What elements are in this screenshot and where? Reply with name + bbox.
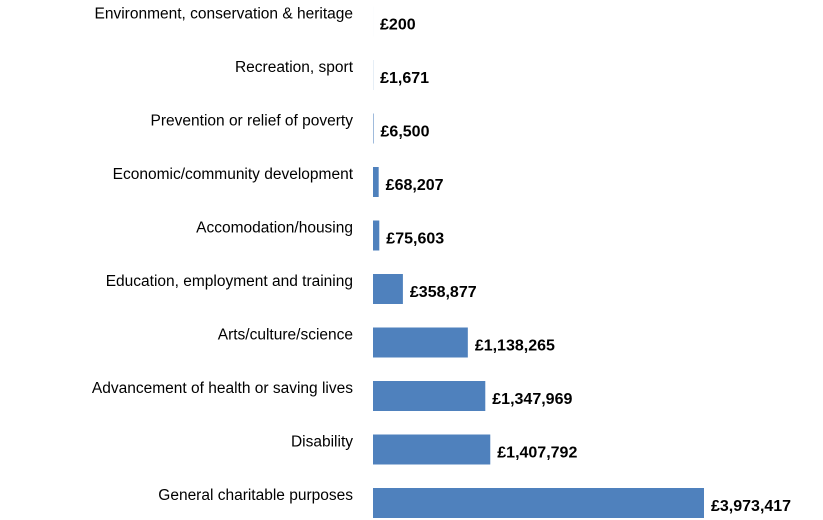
value-label: £358,877 [410,284,477,301]
bar [373,488,704,518]
value-label: £3,973,417 [711,498,791,515]
bar [373,113,374,144]
value-label: £1,671 [380,70,429,87]
category-label: Advancement of health or saving lives [92,380,353,397]
value-label: £200 [380,17,416,34]
category-label: Arts/culture/science [218,327,353,344]
category-label: Disability [291,434,353,451]
category-label: Accomodation/housing [196,220,353,237]
category-label: Recreation, sport [235,59,354,76]
category-label: Education, employment and training [106,273,353,290]
category-label: General charitable purposes [158,487,353,504]
value-label: £68,207 [386,177,444,194]
category-label: Prevention or relief of poverty [151,113,354,130]
bar [373,434,491,465]
category-label: Economic/community development [113,166,354,183]
value-label: £1,347,969 [492,391,572,408]
bar [373,381,486,411]
value-label: £6,500 [381,124,430,141]
category-label: Environment, conservation & heritage [95,6,353,23]
value-label: £75,603 [386,231,444,248]
bar [373,327,468,358]
bar [373,167,379,197]
value-label: £1,407,792 [497,445,577,462]
bar [373,220,380,251]
value-label: £1,138,265 [475,338,555,355]
bar [373,274,403,304]
